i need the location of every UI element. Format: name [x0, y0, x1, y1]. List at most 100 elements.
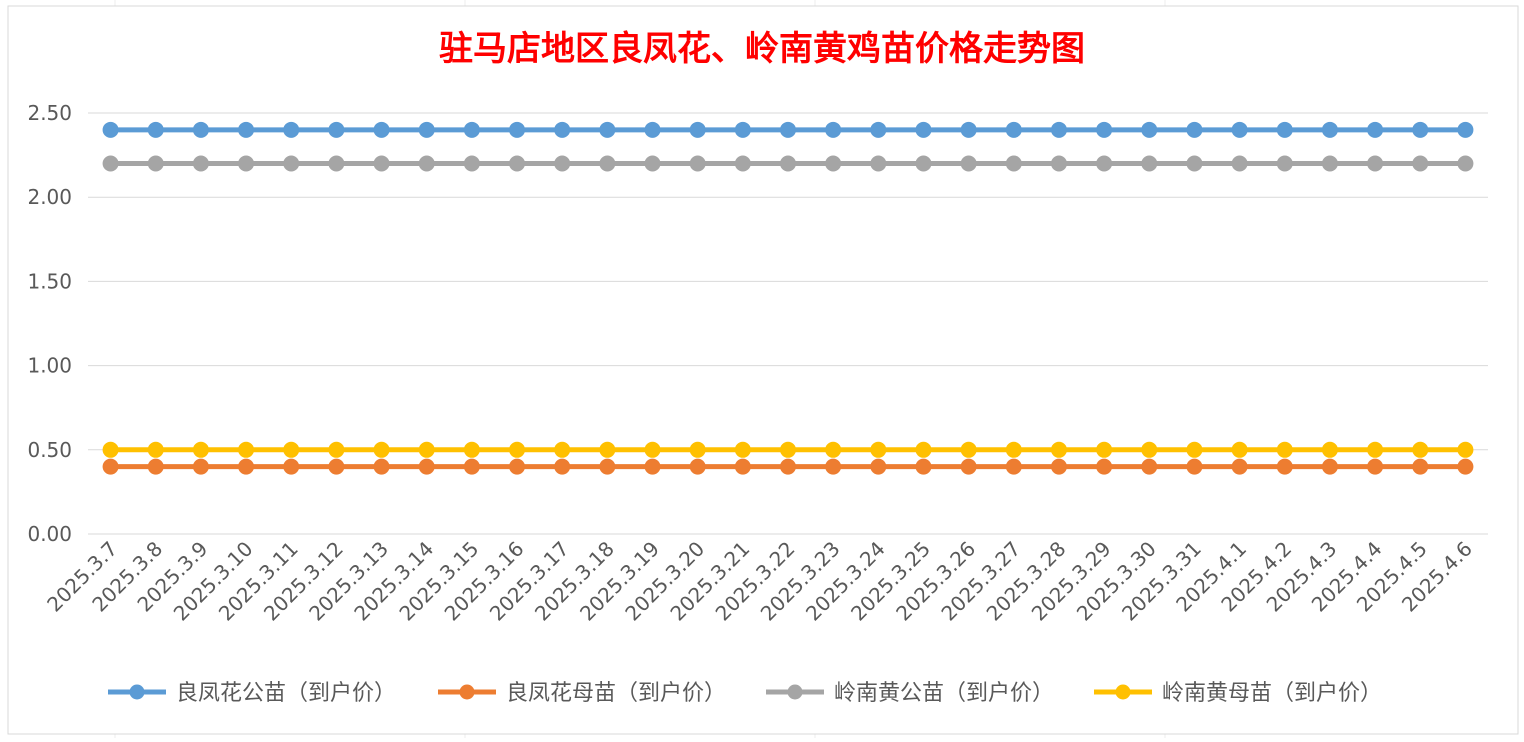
- data-point: [102, 458, 119, 475]
- data-point: [1321, 458, 1338, 475]
- data-point: [102, 155, 119, 172]
- data-point: [1367, 155, 1384, 172]
- legend-label: 岭南黄母苗（到户价）: [1162, 681, 1382, 706]
- data-point: [1050, 155, 1067, 172]
- data-point: [1141, 155, 1158, 172]
- chart-area-border: [7, 5, 1519, 735]
- data-point: [373, 458, 390, 475]
- data-point: [1321, 441, 1338, 458]
- data-point: [915, 458, 932, 475]
- data-point: [463, 121, 480, 138]
- data-point: [1050, 121, 1067, 138]
- legend-swatch-marker: [787, 684, 803, 700]
- data-point: [734, 441, 751, 458]
- data-point: [1231, 458, 1248, 475]
- data-point: [509, 155, 526, 172]
- data-point: [238, 458, 255, 475]
- data-point: [1412, 155, 1429, 172]
- data-point: [192, 121, 209, 138]
- data-point: [870, 441, 887, 458]
- data-point: [689, 441, 706, 458]
- data-point: [1367, 458, 1384, 475]
- data-point: [870, 458, 887, 475]
- data-point: [1231, 155, 1248, 172]
- data-point: [1096, 458, 1113, 475]
- data-point: [1231, 441, 1248, 458]
- data-point: [1096, 441, 1113, 458]
- data-point: [825, 441, 842, 458]
- data-point: [1005, 441, 1022, 458]
- data-point: [644, 155, 661, 172]
- data-point: [1186, 121, 1203, 138]
- data-point: [192, 441, 209, 458]
- data-point: [1321, 121, 1338, 138]
- data-point: [509, 441, 526, 458]
- data-point: [870, 155, 887, 172]
- data-point: [373, 441, 390, 458]
- data-point: [328, 155, 345, 172]
- data-point: [915, 121, 932, 138]
- y-tick-label: 2.50: [27, 101, 72, 125]
- data-point: [1412, 441, 1429, 458]
- data-point: [554, 121, 571, 138]
- data-point: [102, 441, 119, 458]
- data-point: [283, 441, 300, 458]
- data-point: [960, 441, 977, 458]
- series-1: [102, 121, 1474, 138]
- data-point: [1186, 458, 1203, 475]
- data-point: [1186, 441, 1203, 458]
- data-point: [1276, 155, 1293, 172]
- y-tick-label: 0.50: [27, 438, 72, 462]
- data-point: [1005, 458, 1022, 475]
- data-point: [1276, 441, 1293, 458]
- data-point: [915, 155, 932, 172]
- series-2: [102, 458, 1474, 475]
- data-point: [734, 458, 751, 475]
- data-point: [1457, 121, 1474, 138]
- data-point: [418, 441, 435, 458]
- data-point: [1276, 458, 1293, 475]
- data-point: [780, 441, 796, 458]
- series-4: [102, 441, 1474, 458]
- data-point: [1005, 155, 1022, 172]
- data-point: [328, 441, 345, 458]
- data-point: [192, 155, 209, 172]
- data-point: [147, 441, 164, 458]
- data-point: [599, 121, 616, 138]
- data-point: [1367, 441, 1384, 458]
- legend-swatch-marker: [459, 684, 475, 700]
- data-point: [554, 155, 571, 172]
- y-tick-label: 1.50: [27, 269, 72, 293]
- data-point: [825, 458, 842, 475]
- data-point: [1050, 441, 1067, 458]
- data-point: [463, 458, 480, 475]
- data-point: [328, 121, 345, 138]
- series-3: [102, 155, 1474, 172]
- legend-item: 良凤花母苗（到户价）: [438, 681, 726, 706]
- data-point: [1457, 155, 1474, 172]
- legend-label: 良凤花母苗（到户价）: [506, 681, 726, 706]
- legend-item: 良凤花公苗（到户价）: [108, 681, 396, 706]
- data-point: [283, 121, 300, 138]
- data-point: [463, 155, 480, 172]
- data-point: [238, 441, 255, 458]
- data-point: [1141, 458, 1158, 475]
- data-point: [599, 441, 616, 458]
- y-tick-label: 2.00: [27, 185, 72, 209]
- data-point: [1412, 121, 1429, 138]
- data-point: [1141, 121, 1158, 138]
- data-point: [825, 155, 842, 172]
- data-point: [283, 458, 300, 475]
- series-layer: [102, 121, 1474, 475]
- data-point: [644, 441, 661, 458]
- data-point: [689, 458, 706, 475]
- data-point: [238, 121, 255, 138]
- data-point: [1367, 121, 1384, 138]
- data-point: [328, 458, 345, 475]
- legend: 良凤花公苗（到户价） 良凤花母苗（到户价） 岭南黄公苗（到户价） 岭南黄母苗（到户价）: [108, 681, 1382, 706]
- data-point: [599, 458, 616, 475]
- data-point: [870, 121, 887, 138]
- data-point: [689, 155, 706, 172]
- y-tick-label: 1.00: [27, 354, 72, 378]
- legend-swatch-marker: [129, 684, 145, 700]
